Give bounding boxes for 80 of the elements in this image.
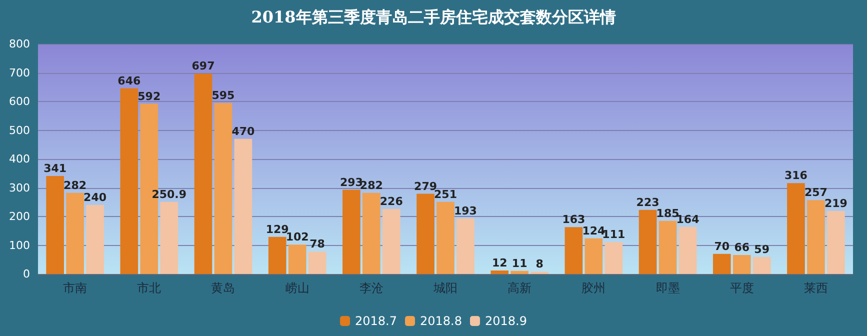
bar	[732, 255, 751, 274]
y-tick-label: 500	[9, 124, 30, 137]
y-tick-label: 800	[9, 38, 30, 50]
x-tick-label: 城阳	[432, 281, 458, 295]
x-tick-label: 莱西	[804, 281, 828, 295]
bar	[362, 192, 380, 274]
data-label: 257	[804, 186, 828, 200]
x-tick-label: 黄岛	[211, 281, 236, 295]
bar	[510, 270, 529, 274]
bar	[678, 226, 697, 274]
data-label: 470	[232, 124, 256, 138]
bar	[584, 238, 603, 274]
bar	[382, 209, 400, 274]
bar	[342, 190, 360, 274]
bar	[66, 192, 84, 274]
bar	[436, 202, 454, 274]
data-label: 697	[192, 60, 215, 73]
bar	[288, 244, 306, 274]
bar	[827, 211, 845, 274]
data-label: 163	[562, 213, 586, 226]
bar	[120, 88, 138, 274]
bar	[46, 176, 64, 274]
x-tick-label: 崂山	[285, 281, 310, 295]
bar	[658, 220, 677, 274]
data-label: 12	[492, 256, 508, 270]
x-tick-label: 平度	[730, 281, 754, 295]
legend-label: 2018.9	[484, 314, 527, 328]
bar	[638, 210, 657, 274]
bar	[268, 236, 286, 274]
bar	[86, 205, 104, 274]
data-label: 78	[310, 238, 325, 251]
legend-label: 2018.8	[420, 314, 462, 328]
data-label: 226	[380, 195, 404, 208]
bar	[490, 270, 509, 274]
bar	[234, 138, 252, 274]
bar	[752, 257, 771, 274]
x-tick-label: 市北	[137, 281, 162, 295]
bar	[416, 194, 434, 274]
y-tick-label: 600	[9, 95, 30, 108]
legend-label: 2018.7	[355, 314, 398, 328]
data-label: 240	[84, 191, 107, 204]
y-tick-label: 0	[23, 268, 30, 280]
data-label: 59	[754, 243, 770, 256]
y-tick-label: 200	[9, 210, 30, 223]
bar	[194, 74, 212, 274]
bar	[787, 183, 805, 274]
data-label: 11	[512, 256, 528, 270]
y-tick-label: 100	[9, 238, 30, 252]
data-label: 595	[212, 88, 235, 102]
bar	[712, 254, 731, 274]
y-tick-label: 400	[9, 152, 30, 166]
bar	[214, 102, 232, 274]
x-tick-label: 胶州	[582, 281, 606, 295]
data-label: 111	[602, 228, 626, 242]
bar	[160, 202, 178, 274]
y-tick-label: 300	[9, 181, 30, 194]
data-label: 8	[536, 258, 544, 271]
data-label: 316	[784, 169, 808, 182]
y-tick-label: 700	[9, 66, 30, 80]
data-label: 646	[118, 74, 141, 88]
data-label: 223	[636, 196, 660, 209]
data-label: 66	[734, 241, 750, 254]
data-label: 219	[824, 197, 848, 210]
bar	[308, 252, 326, 274]
x-tick-label: 高新	[508, 281, 532, 295]
x-tick-label: 李沧	[359, 281, 384, 295]
data-label: 129	[266, 222, 289, 236]
data-label: 70	[714, 240, 730, 253]
bar	[564, 227, 583, 274]
bar	[807, 200, 825, 274]
data-label: 185	[656, 206, 680, 220]
bar	[456, 218, 474, 274]
data-label: 592	[138, 90, 161, 103]
bar	[604, 242, 623, 274]
x-tick-label: 即墨	[656, 281, 680, 295]
chart-title: 2018年第三季度青岛二手房住宅成交套数分区详情	[251, 8, 616, 26]
data-label: 282	[64, 178, 87, 192]
data-label: 341	[44, 162, 67, 175]
data-label: 193	[454, 204, 477, 218]
x-tick-label: 市南	[63, 281, 88, 295]
